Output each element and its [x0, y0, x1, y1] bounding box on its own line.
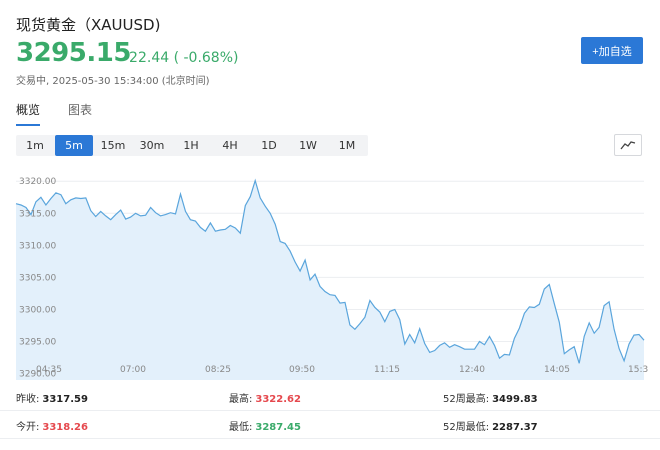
high52-label: 52周最高: — [443, 394, 490, 405]
x-tick-label: 11:15 — [374, 365, 400, 375]
high-stat: 最高: 3322.62 — [229, 390, 301, 405]
x-tick-label: 08:25 — [205, 365, 231, 375]
low-value: 3287.45 — [255, 422, 301, 433]
high-value: 3322.62 — [255, 394, 301, 405]
low52-label: 52周最低: — [443, 422, 490, 433]
x-tick-label: 09:50 — [289, 365, 315, 375]
y-tick-label: 3320.00 — [19, 177, 56, 187]
open-label: 今开: — [16, 422, 40, 433]
current-price: 3295.15 — [16, 38, 131, 68]
trading-status: 交易中, 2025-05-30 15:34:00 (北京时间) — [16, 76, 210, 87]
prev-close-stat: 昨收: 3317.59 — [16, 390, 88, 405]
y-tick-label: 3315.00 — [19, 209, 56, 219]
range-1h[interactable]: 1H — [183, 139, 199, 152]
add-to-watchlist-button[interactable]: +加自选 — [581, 37, 643, 64]
range-30m[interactable]: 30m — [139, 139, 165, 152]
low52-stat: 52周最低: 2287.37 — [443, 418, 538, 433]
range-4h[interactable]: 4H — [222, 139, 238, 152]
chart-type-button[interactable] — [614, 134, 642, 156]
low52-value: 2287.37 — [492, 422, 538, 433]
low-stat: 最低: 3287.45 — [229, 418, 301, 433]
high52-stat: 52周最高: 3499.83 — [443, 390, 538, 405]
stats-row-2: 今开: 3318.26 最低: 3287.45 52周最低: 2287.37 — [0, 412, 660, 439]
tab-overview[interactable]: 概览 — [16, 101, 41, 126]
range-15m[interactable]: 15m — [100, 139, 126, 152]
price-chart[interactable]: 3320.00 3315.00 3310.00 3305.00 3300.00 3295.… — [0, 162, 660, 380]
high52-value: 3499.83 — [492, 394, 538, 405]
range-1mo[interactable]: 1M — [338, 139, 356, 152]
open-value: 3318.26 — [42, 422, 88, 433]
price-line — [15, 178, 645, 364]
x-tick-label: 07:00 — [120, 365, 146, 375]
tab-chart[interactable]: 图表 — [68, 103, 93, 117]
line-chart-icon — [620, 141, 636, 150]
prev-close-label: 昨收: — [16, 394, 40, 405]
x-tick-label: 14:05 — [544, 365, 570, 375]
x-tick-label: 15:3 — [628, 365, 648, 375]
high-label: 最高: — [229, 394, 253, 405]
range-5m[interactable]: 5m — [55, 135, 93, 156]
range-1m[interactable]: 1m — [26, 139, 44, 152]
quote-stats: 昨收: 3317.59 最高: 3322.62 52周最高: 3499.83 今开: 3… — [0, 384, 660, 444]
range-1d[interactable]: 1D — [261, 139, 277, 152]
stats-row-1: 昨收: 3317.59 最高: 3322.62 52周最高: 3499.83 — [0, 384, 660, 411]
price-area — [16, 180, 644, 380]
prev-close-value: 3317.59 — [42, 394, 88, 405]
y-tick-label: 3310.00 — [19, 241, 56, 251]
y-tick-label: 3305.00 — [19, 273, 56, 283]
timeframe-selector: 1m 5m 15m 30m 1H 4H 1D 1W 1M — [16, 135, 368, 156]
y-tick-label: 3290.00 — [19, 370, 56, 380]
range-1w[interactable]: 1W — [299, 139, 317, 152]
low-label: 最低: — [229, 422, 253, 433]
x-tick-label: 04:35 — [36, 365, 62, 375]
y-tick-label: 3300.00 — [19, 305, 56, 315]
x-tick-label: 12:40 — [459, 365, 485, 375]
instrument-title: 现货黄金（XAUUSD) — [16, 16, 161, 34]
open-stat: 今开: 3318.26 — [16, 418, 88, 433]
price-change: -22.44 ( -0.68%) — [124, 50, 239, 66]
price-chart-svg: 3320.00 3315.00 3310.00 3305.00 3300.00 3295.… — [15, 162, 648, 380]
y-tick-label: 3295.00 — [19, 338, 56, 348]
